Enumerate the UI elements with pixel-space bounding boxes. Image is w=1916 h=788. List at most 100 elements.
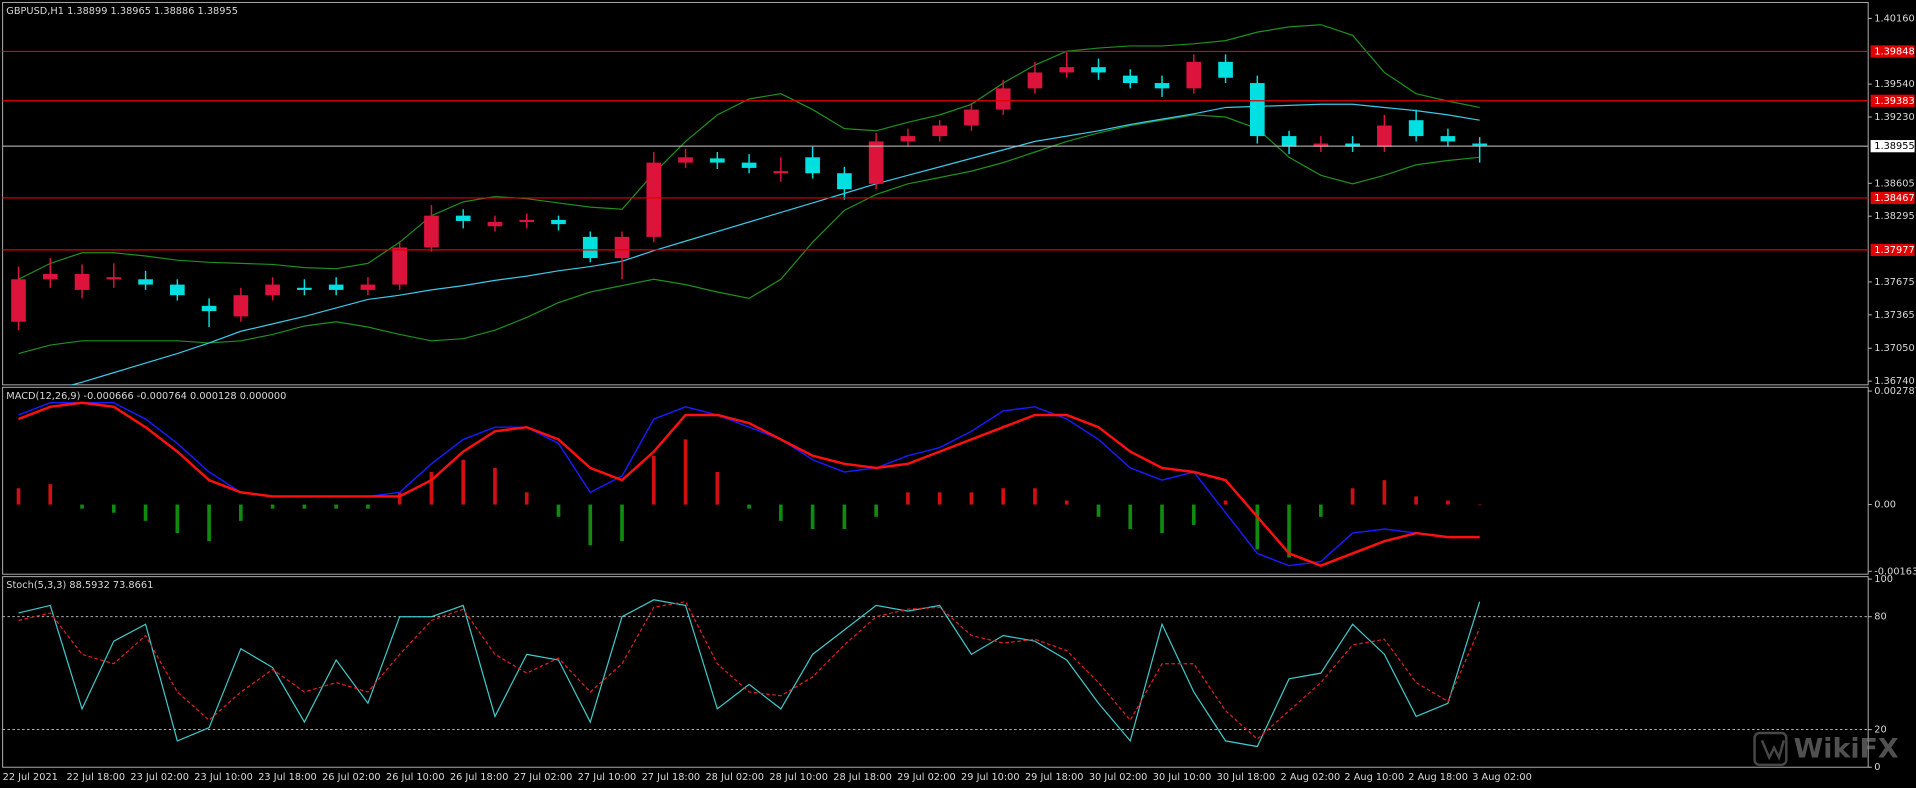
histogram-bar	[1287, 504, 1291, 558]
candle-body	[1472, 143, 1487, 146]
histogram-bar	[842, 504, 847, 529]
y-tick-label: 1.37365	[1874, 310, 1914, 321]
histogram-bar	[588, 504, 593, 546]
histogram-bar	[1414, 496, 1418, 505]
level-label-box	[1870, 191, 1915, 205]
x-tick-label: 23 Jul 02:00	[130, 772, 189, 783]
histogram-bar	[1382, 480, 1387, 505]
x-tick-label: 29 Jul 10:00	[961, 772, 1020, 783]
histogram-bar	[937, 492, 942, 505]
histogram-bar	[175, 504, 180, 534]
histogram-bar	[334, 504, 338, 509]
histogram-bar	[1223, 500, 1228, 505]
candle-body	[1440, 136, 1456, 142]
candle-body	[868, 141, 884, 184]
histogram-bar	[969, 492, 974, 505]
histogram-bar	[556, 504, 561, 517]
histogram-bar	[397, 492, 402, 505]
candle-body	[614, 236, 630, 259]
watermark: WikiFX	[1794, 734, 1899, 765]
level-label: 1.37977	[1874, 245, 1914, 256]
histogram-bar	[270, 504, 275, 509]
level-label: 1.38467	[1874, 193, 1914, 204]
plot-layer: 22 Jul 2021 22 Jul 18:00 23 Jul 02:00 23 Ju…	[2, 6, 1916, 783]
x-tick-label: 23 Jul 18:00	[258, 772, 317, 783]
y-tick-label: 1.39230	[1874, 112, 1914, 123]
candle-body	[11, 279, 26, 322]
candle-body	[646, 162, 662, 237]
histogram-bar	[80, 504, 84, 509]
x-tick-label: 30 Jul 02:00	[1089, 772, 1148, 783]
candle-body	[1377, 125, 1392, 147]
candle-body	[519, 219, 535, 223]
x-tick-label: 2 Aug 18:00	[1408, 772, 1468, 783]
candle-body	[1249, 83, 1265, 137]
candle-body	[678, 157, 693, 163]
histogram-bar	[143, 504, 148, 521]
y-tick-label: 0	[1874, 762, 1880, 773]
y-tick-label: 80	[1874, 612, 1886, 623]
candle-body	[1186, 61, 1202, 89]
candle-body	[265, 284, 280, 296]
x-tick-label: 22 Jul 2021	[3, 772, 58, 783]
histogram-bar	[747, 504, 751, 509]
candle-body	[201, 305, 217, 312]
x-tick-label: 26 Jul 18:00	[450, 772, 509, 783]
candle-body	[1408, 120, 1424, 137]
candle-body	[1345, 143, 1360, 147]
candle-body	[42, 273, 58, 280]
histogram-bar	[874, 504, 878, 517]
histogram-bar	[207, 504, 211, 542]
histogram-bar	[16, 488, 21, 505]
histogram-bar	[810, 504, 815, 529]
candle-body	[455, 215, 471, 221]
indicator-line	[18, 600, 1481, 740]
candle-body	[582, 236, 598, 259]
x-tick-label: 2 Aug 10:00	[1344, 772, 1404, 783]
candle-body	[328, 284, 344, 290]
y-tick-label: 1.38295	[1874, 211, 1914, 222]
candle-body	[1122, 75, 1138, 84]
plot-area	[2, 599, 1869, 748]
plot-area	[16, 401, 1482, 567]
last-price-label: 1.38955	[1874, 141, 1914, 152]
x-tick-label: 30 Jul 10:00	[1153, 772, 1212, 783]
candle-body	[297, 287, 312, 290]
panel-title: GBPUSD,H1 1.38899 1.38965 1.38886 1.3895…	[6, 6, 238, 17]
x-tick-label: 30 Jul 18:00	[1217, 772, 1276, 783]
histogram-bar	[620, 504, 624, 542]
histogram-bar	[906, 492, 910, 505]
panel-title: MACD(12,26,9) -0.000666 -0.000764 0.0001…	[6, 391, 286, 402]
y-tick-label: 0.00	[1874, 500, 1896, 511]
histogram-bar	[524, 492, 529, 505]
y-tick-label: 1.37050	[1874, 343, 1914, 354]
x-tick-label: 28 Jul 02:00	[705, 772, 764, 783]
candle-body	[932, 125, 948, 137]
x-tick-label: 26 Jul 02:00	[322, 772, 381, 783]
price-panel	[2, 1, 1869, 386]
histogram-bar	[1477, 504, 1482, 506]
indicator-line	[18, 401, 1480, 567]
last-price-box	[1870, 140, 1915, 153]
histogram-bar	[493, 467, 497, 505]
candle-body	[773, 171, 789, 174]
candle-body	[741, 162, 757, 168]
y-tick-label: 1.38605	[1874, 178, 1914, 189]
indicator-line	[18, 24, 1480, 280]
histogram-bar	[683, 439, 688, 505]
histogram-bar	[1001, 488, 1006, 505]
indicator-line	[18, 599, 1481, 748]
candle-body	[900, 136, 916, 142]
histogram-bar	[715, 471, 720, 505]
plot-area	[11, 24, 1487, 385]
macd-panel	[2, 386, 1869, 575]
histogram-bar	[779, 504, 783, 521]
level-label: 1.39848	[1874, 46, 1914, 57]
x-tick-label: 27 Jul 02:00	[514, 772, 573, 783]
histogram-bar	[1255, 504, 1260, 550]
histogram-bar	[429, 471, 434, 505]
candle-body	[1091, 67, 1106, 73]
indicator-line	[18, 114, 1480, 355]
